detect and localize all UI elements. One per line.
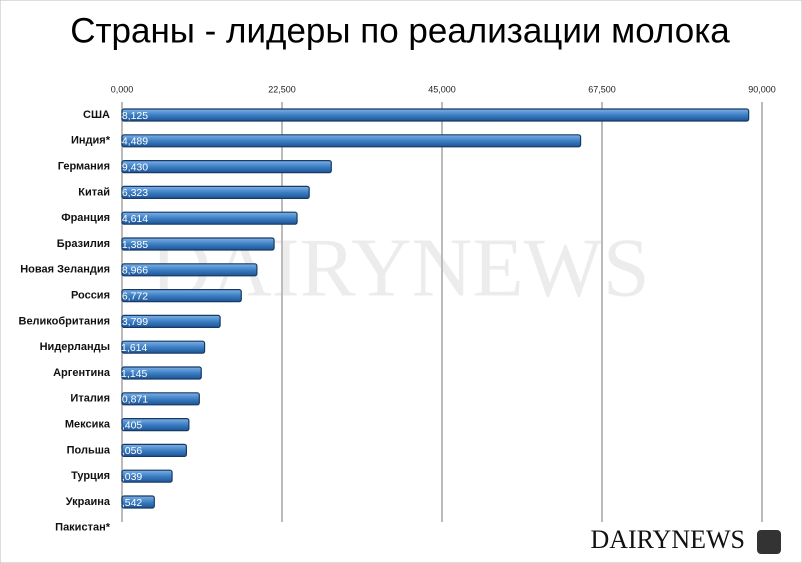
bar [121,289,242,303]
y-tick-label: Франция [61,212,110,224]
value-label: 4,542 [116,497,142,509]
y-tick-label: Польша [67,444,111,456]
y-tick-label: Китай [78,186,110,198]
y-tick-label: Великобритания [19,315,111,327]
value-label: 29,430 [116,161,148,173]
chart-title: Страны - лидеры по реализации молока [70,11,730,50]
bar [121,366,202,380]
bar [121,469,173,483]
y-tick-label: Индия* [71,135,111,147]
value-label: 10,871 [116,394,148,406]
value-label: 24,614 [116,213,148,225]
y-tick-label: Пакистан* [55,522,111,534]
x-tick-label: 90,000 [748,84,776,94]
value-label: 88,125 [116,110,148,122]
bar [121,185,310,199]
bar [121,134,582,148]
x-tick-label: 45,000 [428,84,456,94]
y-tick-label: Германия [58,161,110,173]
value-label: 7,039 [116,471,142,483]
bar [121,340,206,354]
x-tick-label: 22,500 [268,84,296,94]
brand-logo: DAIRYNEWS [590,525,745,554]
value-label: 11,145 [116,368,147,380]
y-tick-label: Турция [71,470,110,482]
y-tick-label: Украина [66,496,111,508]
value-label: 21,385 [116,239,148,251]
x-tick-label: 0,000 [111,84,134,94]
bar [121,237,275,251]
y-tick-label: Новая Зеландия [20,264,110,276]
bar [121,443,187,457]
logo-icon [757,530,781,554]
y-tick-label: Бразилия [57,238,110,250]
y-tick-label: Аргентина [53,367,111,379]
value-label: 9,056 [116,445,142,457]
bar [121,495,155,509]
bar [121,314,221,328]
x-tick-label: 67,500 [588,84,616,94]
bar [121,160,332,174]
value-label: 16,772 [116,290,148,302]
value-label: 13,799 [116,316,148,328]
value-label: 11,614 [116,342,147,354]
y-tick-label: Россия [71,290,110,302]
y-tick-label: Мексика [65,419,111,431]
value-label: 64,489 [116,136,148,148]
bar [121,211,298,225]
bar [121,108,750,122]
value-label: 26,323 [116,187,148,199]
y-tick-label: Италия [70,393,110,405]
bar [121,392,200,406]
value-label: 9,405 [116,419,142,431]
bar [121,418,190,432]
y-tick-label: Нидерланды [40,341,110,353]
value-label: 18,966 [116,265,148,277]
bar [121,263,258,277]
y-tick-label: США [83,109,110,121]
